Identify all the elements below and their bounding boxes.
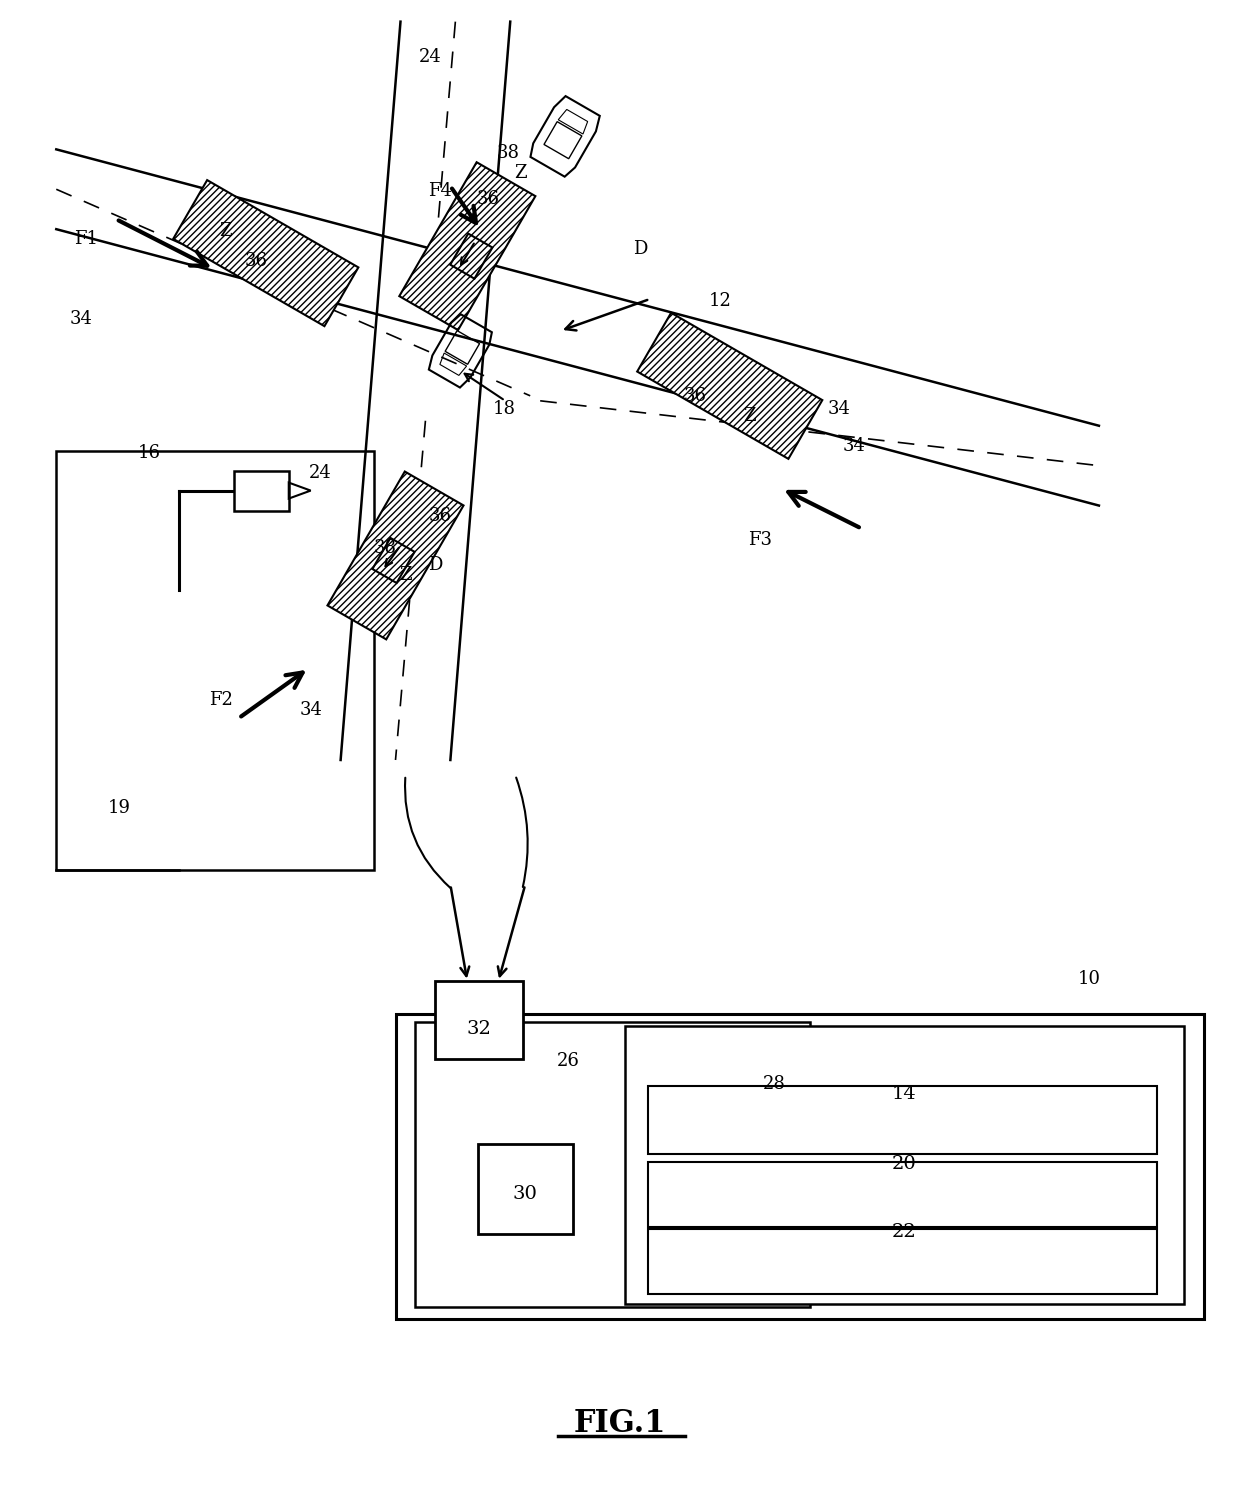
Text: 20: 20 [892, 1155, 916, 1173]
Bar [56, 451, 373, 870]
Text: 34: 34 [843, 437, 866, 455]
Bar [372, 538, 414, 584]
Text: F4: F4 [429, 182, 453, 201]
Text: D: D [428, 556, 443, 575]
Text: 36: 36 [244, 252, 268, 270]
Text: 28: 28 [763, 1075, 786, 1093]
Bar [327, 472, 464, 639]
Bar [649, 1229, 1157, 1294]
Bar [415, 1022, 810, 1307]
Text: Z: Z [219, 222, 232, 240]
Text: FIG.1: FIG.1 [574, 1408, 666, 1439]
Text: 36: 36 [477, 190, 500, 208]
Bar [625, 1027, 1184, 1304]
Text: 19: 19 [108, 799, 130, 817]
Text: 30: 30 [513, 1185, 538, 1203]
Bar [234, 470, 289, 511]
Text: F1: F1 [74, 231, 98, 249]
Bar [649, 1163, 1157, 1228]
Text: Z: Z [744, 407, 756, 425]
Text: 16: 16 [138, 443, 160, 461]
Text: 12: 12 [708, 293, 732, 311]
Text: 24: 24 [419, 48, 441, 65]
Text: 38: 38 [497, 145, 520, 163]
Text: D: D [632, 240, 647, 258]
Text: 24: 24 [309, 463, 332, 481]
Text: 26: 26 [557, 1053, 579, 1071]
Text: F3: F3 [748, 531, 771, 549]
Text: 18: 18 [492, 400, 516, 418]
Text: 36: 36 [683, 388, 707, 404]
Text: Z: Z [399, 567, 412, 585]
Bar [450, 234, 492, 279]
Text: Z: Z [513, 164, 527, 182]
Text: 34: 34 [828, 400, 851, 418]
Bar [435, 982, 523, 1059]
Text: 34: 34 [299, 701, 322, 719]
Text: 10: 10 [1078, 971, 1100, 988]
Text: 14: 14 [892, 1086, 916, 1104]
Bar [174, 179, 358, 326]
Text: 34: 34 [69, 311, 93, 327]
Text: 36: 36 [429, 507, 451, 525]
Bar [649, 1086, 1157, 1154]
Text: 22: 22 [892, 1223, 916, 1241]
Text: 32: 32 [467, 1021, 492, 1039]
Bar [396, 1015, 1204, 1318]
Bar [637, 312, 822, 458]
Bar [479, 1145, 573, 1234]
Bar [399, 163, 536, 330]
Text: F2: F2 [210, 691, 233, 709]
Text: 38: 38 [374, 540, 397, 558]
